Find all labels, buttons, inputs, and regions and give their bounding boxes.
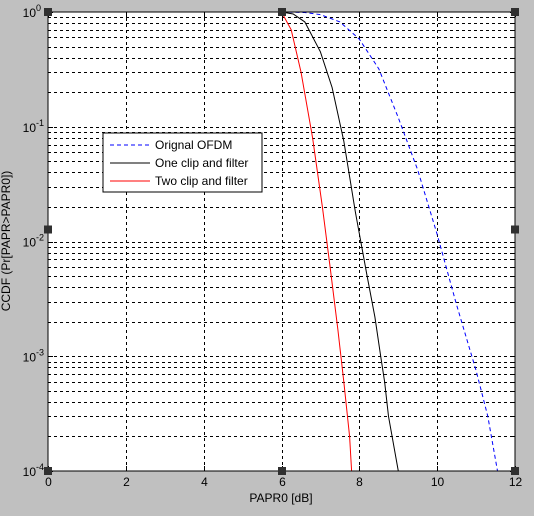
y-tick-exponent: 0: [36, 3, 41, 13]
selection-handle[interactable]: [511, 467, 519, 475]
x-tick-label: 8: [356, 475, 363, 489]
legend[interactable]: Orignal OFDM One clip and filter Two clip …: [102, 132, 263, 193]
legend-label: Orignal OFDM: [155, 138, 232, 152]
y-tick-label: 10: [23, 350, 37, 364]
selection-handle[interactable]: [511, 8, 519, 16]
legend-label: One clip and filter: [155, 156, 248, 170]
x-axis-label: PAPR0 [dB]: [249, 491, 312, 505]
y-tick-label: 10: [23, 465, 37, 479]
x-tick-label: 4: [201, 475, 208, 489]
x-tick-label: 6: [279, 475, 286, 489]
x-tick-label: 0: [45, 475, 52, 489]
y-tick-exponent: -4: [36, 462, 44, 472]
selection-handles[interactable]: [44, 8, 519, 475]
y-tick-label: 10: [23, 6, 37, 20]
selection-handle[interactable]: [44, 225, 52, 234]
y-tick-label: 10: [23, 121, 37, 135]
selection-handle[interactable]: [278, 8, 286, 16]
legend-items: Orignal OFDM One clip and filter Two clip …: [110, 138, 248, 188]
selection-handle[interactable]: [44, 467, 52, 475]
data-curves: [262, 11, 498, 472]
series-line: [281, 11, 399, 472]
y-tick-exponent: -1: [36, 118, 44, 128]
x-tick-label: 2: [123, 475, 130, 489]
selection-handle[interactable]: [511, 225, 519, 234]
x-tick-label: 12: [509, 475, 523, 489]
selection-handle[interactable]: [44, 8, 52, 16]
legend-label: Two clip and filter: [155, 174, 248, 188]
y-tick-exponent: -3: [36, 347, 44, 357]
grid-lines: [48, 12, 515, 471]
selection-handle[interactable]: [278, 467, 286, 475]
y-tick-label: 10: [23, 236, 37, 250]
series-line: [262, 11, 353, 472]
y-axis-label: CCDF (Pr[PAPR>PAPR0]): [0, 171, 13, 312]
y-tick-exponent: -2: [36, 233, 44, 243]
x-tick-label: 10: [431, 475, 445, 489]
